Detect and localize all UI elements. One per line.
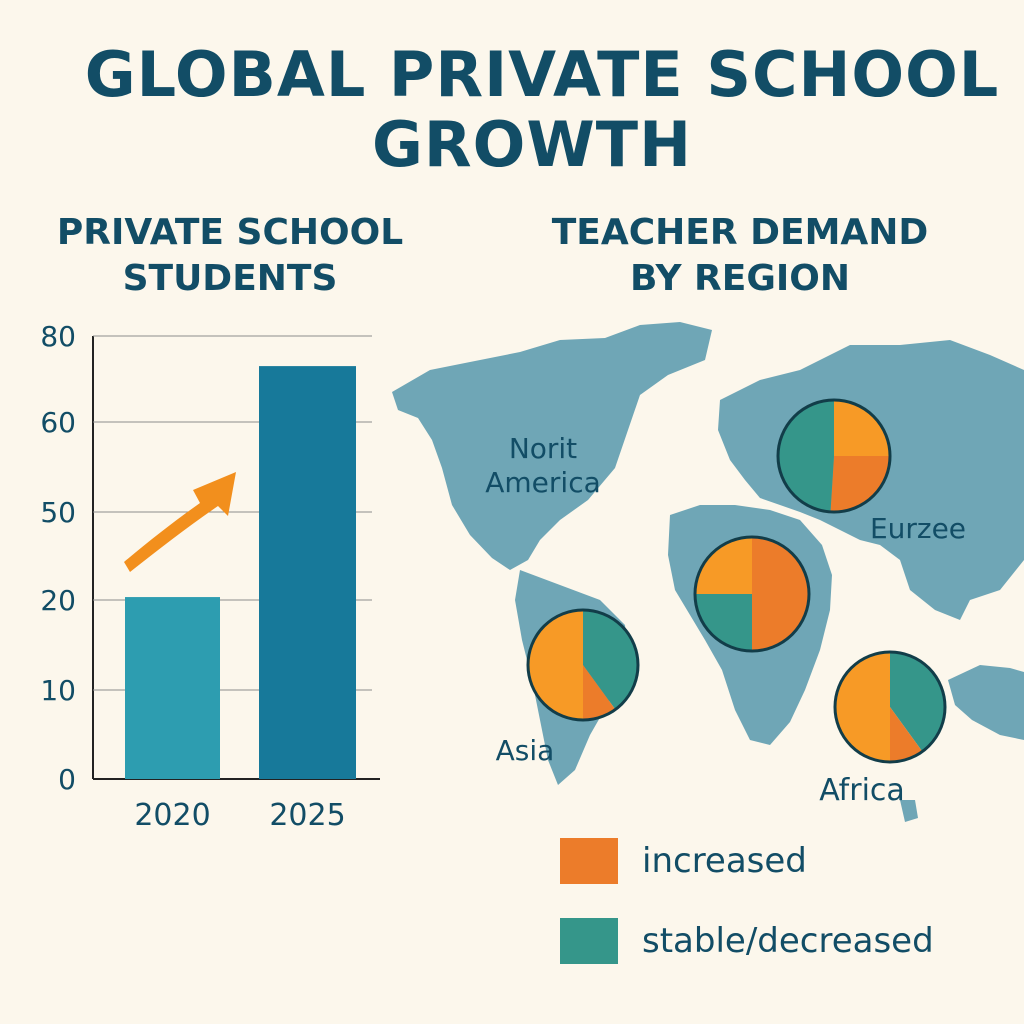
legend: increased stable/decreased [560,838,934,998]
bar-chart-title: PRIVATE SCHOOL STUDENTS [20,210,440,302]
pie-outline [526,608,640,722]
pie-slice [835,652,890,762]
bar-chart-title-line-2: STUDENTS [122,258,338,299]
pie-slice [583,610,638,710]
pie-outline [776,398,892,514]
y-tick-label: 80 [40,320,76,353]
y-tick-label: 50 [40,496,76,529]
map-label-north-america: America [485,466,601,499]
map-label-africa: Africa [819,773,905,808]
pie-outline [833,650,947,764]
map-chart-title-line-1: TEACHER DEMAND [551,212,929,253]
pie-slice [890,652,946,752]
pie-slice [752,537,809,651]
legend-item-stable-decreased: stable/decreased [560,918,934,964]
y-tick-label: 60 [40,406,76,439]
legend-item-increased: increased [560,838,934,884]
legend-swatch-increased [560,838,618,884]
up-arrow-icon [124,472,236,572]
pie-slice [890,707,923,762]
legend-label-stable-decreased: stable/decreased [642,921,934,961]
bar-chart-title-line-1: PRIVATE SCHOOL [56,212,404,253]
bar-2025 [259,366,356,779]
map-chart-title: TEACHER DEMAND BY REGION [530,210,950,302]
pie-slice [695,537,752,594]
x-tick-label: 2025 [269,798,345,833]
map-label-north-america: Norit [509,432,577,465]
y-tick-label: 0 [58,763,76,796]
pie-right [833,650,947,764]
pie-slice [528,610,583,720]
pie-slice [777,400,834,512]
pie-slice [583,665,616,720]
map-chart-title-line-2: BY REGION [629,258,851,299]
pie-slice [695,594,752,651]
bar-2020 [125,597,220,779]
pie-top [776,398,892,514]
pie-outline [693,535,811,653]
pie-slice [834,400,890,456]
main-title-line-1: GLOBAL PRIVATE SCHOOL [84,38,1000,111]
legend-swatch-stable-decreased [560,918,618,964]
legend-label-increased: increased [642,841,807,881]
y-tick-label: 20 [40,584,76,617]
y-axis-ticks: 0 10 20 50 60 80 [40,320,76,796]
map-label-europe: Eurzee [870,512,966,545]
x-axis-ticks: 2020 2025 [134,798,345,833]
y-tick-label: 10 [40,674,76,707]
pie-left [526,608,640,722]
region-pies [526,398,947,764]
bar-chart: 0 10 20 50 60 80 2020 2025 [40,320,380,833]
pie-slice [830,456,890,512]
pie-middle [693,535,811,653]
main-title-line-2: GROWTH [372,108,692,181]
bar-series [125,366,356,779]
x-tick-label: 2020 [134,798,210,833]
main-title: GLOBAL PRIVATE SCHOOL GROWTH [0,40,1024,180]
map-label-asia: Asia [496,734,555,767]
